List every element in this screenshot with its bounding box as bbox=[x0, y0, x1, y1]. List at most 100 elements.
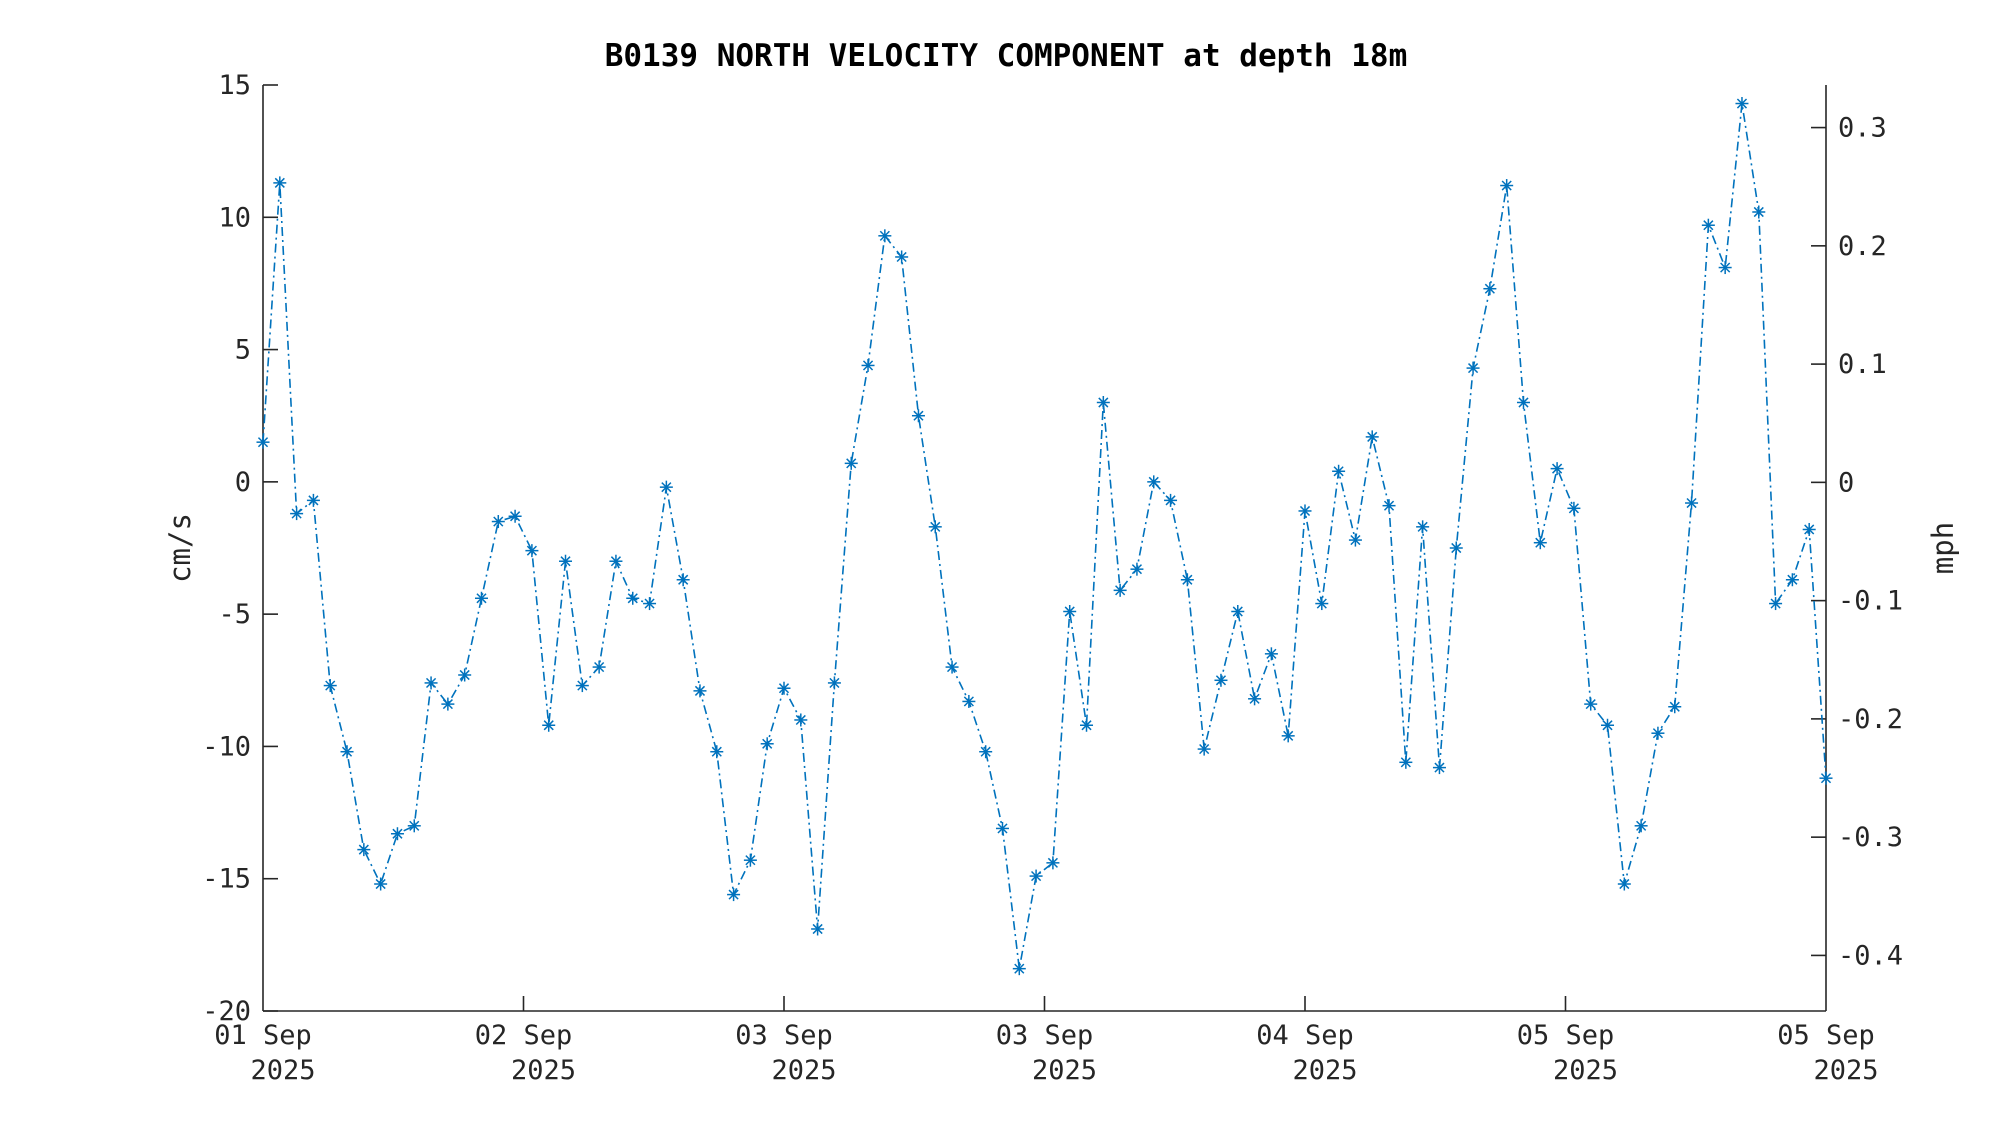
right-y-tick-label: 0.2 bbox=[1838, 231, 1887, 262]
data-point-marker bbox=[710, 745, 724, 759]
data-point-marker bbox=[1601, 718, 1615, 732]
right-y-tick-label: -0.4 bbox=[1838, 940, 1903, 971]
x-tick-label-date: 03 Sep bbox=[996, 1020, 1094, 1051]
data-point-marker bbox=[1348, 533, 1362, 547]
data-point-marker bbox=[1466, 361, 1480, 375]
data-point-marker bbox=[474, 591, 488, 605]
data-point-marker bbox=[1248, 692, 1262, 706]
data-point-marker bbox=[1584, 697, 1598, 711]
data-point-marker bbox=[323, 679, 337, 693]
data-point-marker bbox=[626, 591, 640, 605]
x-tick-label-date: 03 Sep bbox=[735, 1020, 833, 1051]
data-point-marker bbox=[542, 718, 556, 732]
data-point-marker bbox=[508, 509, 522, 523]
y-axis-label-left: cm/s bbox=[163, 513, 197, 583]
right-y-tick-label: 0.3 bbox=[1838, 113, 1887, 144]
data-point-marker bbox=[1046, 856, 1060, 870]
data-point-marker bbox=[357, 843, 371, 857]
data-point-marker bbox=[962, 694, 976, 708]
series-group bbox=[256, 97, 1833, 976]
y-axis-label-right: mph bbox=[1926, 522, 1960, 574]
left-y-tick-label: -15 bbox=[202, 864, 251, 895]
data-point-marker bbox=[1500, 179, 1514, 193]
right-y-tick-label: -0.2 bbox=[1838, 704, 1903, 735]
right-y-tick-label: -0.1 bbox=[1838, 586, 1903, 617]
series-line bbox=[262, 103, 1827, 969]
data-point-marker bbox=[1012, 962, 1026, 976]
data-point-marker bbox=[995, 821, 1009, 835]
data-point-marker bbox=[1483, 282, 1497, 296]
data-point-marker bbox=[1197, 742, 1211, 756]
data-point-marker bbox=[911, 409, 925, 423]
data-point-marker bbox=[1332, 464, 1346, 478]
data-point-marker bbox=[458, 668, 472, 682]
data-point-marker bbox=[256, 435, 270, 449]
data-point-marker bbox=[1718, 261, 1732, 275]
data-point-marker bbox=[777, 681, 791, 695]
x-tick-label-year: 2025 bbox=[511, 1055, 576, 1086]
x-tick-label-year: 2025 bbox=[1553, 1055, 1618, 1086]
x-tick-label-date: 05 Sep bbox=[1777, 1020, 1875, 1051]
left-y-tick-label: 5 bbox=[235, 335, 251, 366]
data-point-marker bbox=[290, 507, 304, 521]
data-point-marker bbox=[559, 554, 573, 568]
data-point-marker bbox=[1634, 819, 1648, 833]
data-point-marker bbox=[945, 660, 959, 674]
data-point-marker bbox=[525, 544, 539, 558]
data-point-marker bbox=[1180, 573, 1194, 587]
data-point-marker bbox=[1298, 504, 1312, 518]
left-y-tick-label: 10 bbox=[218, 202, 251, 233]
x-tick-label-date: 05 Sep bbox=[1517, 1020, 1615, 1051]
x-tick-label-year: 2025 bbox=[250, 1055, 315, 1086]
data-point-marker bbox=[827, 676, 841, 690]
data-point-marker bbox=[895, 250, 909, 264]
left-y-tick-label: 15 bbox=[218, 70, 251, 101]
x-tick-label-date: 04 Sep bbox=[1256, 1020, 1354, 1051]
data-point-marker bbox=[374, 877, 388, 891]
data-point-marker bbox=[659, 480, 673, 494]
data-point-marker bbox=[1080, 718, 1094, 732]
data-point-marker bbox=[1617, 877, 1631, 891]
data-point-marker bbox=[424, 676, 438, 690]
data-point-marker bbox=[1063, 604, 1077, 618]
data-point-marker bbox=[1382, 499, 1396, 513]
data-point-marker bbox=[1432, 761, 1446, 775]
data-point-marker bbox=[1365, 430, 1379, 444]
right-y-tick-label: 0 bbox=[1838, 467, 1854, 498]
x-axis: 01 Sep 2025 02 Sep 2025 03 Sep 2025 03 Sep 2025… bbox=[214, 996, 1879, 1086]
data-point-marker bbox=[979, 745, 993, 759]
data-point-marker bbox=[1802, 522, 1816, 536]
data-point-marker bbox=[1147, 475, 1161, 489]
left-y-tick-label: -5 bbox=[218, 599, 251, 630]
data-point-marker bbox=[1533, 536, 1547, 550]
data-point-marker bbox=[1096, 395, 1110, 409]
left-y-tick-label: -20 bbox=[202, 996, 251, 1027]
data-point-marker bbox=[1416, 520, 1430, 534]
data-point-marker bbox=[727, 888, 741, 902]
data-point-marker bbox=[676, 573, 690, 587]
data-point-marker bbox=[306, 493, 320, 507]
data-point-marker bbox=[491, 515, 505, 529]
right-y-tick-label: -0.3 bbox=[1838, 822, 1903, 853]
data-point-marker bbox=[1231, 604, 1245, 618]
data-point-marker bbox=[760, 737, 774, 751]
data-point-marker bbox=[1130, 562, 1144, 576]
data-point-marker bbox=[794, 713, 808, 727]
data-point-marker bbox=[441, 697, 455, 711]
data-point-marker bbox=[1752, 205, 1766, 219]
data-point-marker bbox=[1214, 673, 1228, 687]
data-point-marker bbox=[273, 176, 287, 190]
data-point-marker bbox=[1281, 729, 1295, 743]
data-point-marker bbox=[1399, 755, 1413, 769]
data-point-marker bbox=[575, 679, 589, 693]
data-point-marker bbox=[1029, 869, 1043, 883]
left-y-axis: 15 10 5 0 -5 -10 -15 -20 bbox=[202, 70, 278, 1027]
right-y-tick-label: 0.1 bbox=[1838, 349, 1887, 380]
data-point-marker bbox=[1819, 771, 1833, 785]
data-point-marker bbox=[1449, 541, 1463, 555]
data-point-marker bbox=[1685, 496, 1699, 510]
left-y-tick-label: -10 bbox=[202, 731, 251, 762]
data-point-marker bbox=[743, 853, 757, 867]
data-point-marker bbox=[1785, 573, 1799, 587]
